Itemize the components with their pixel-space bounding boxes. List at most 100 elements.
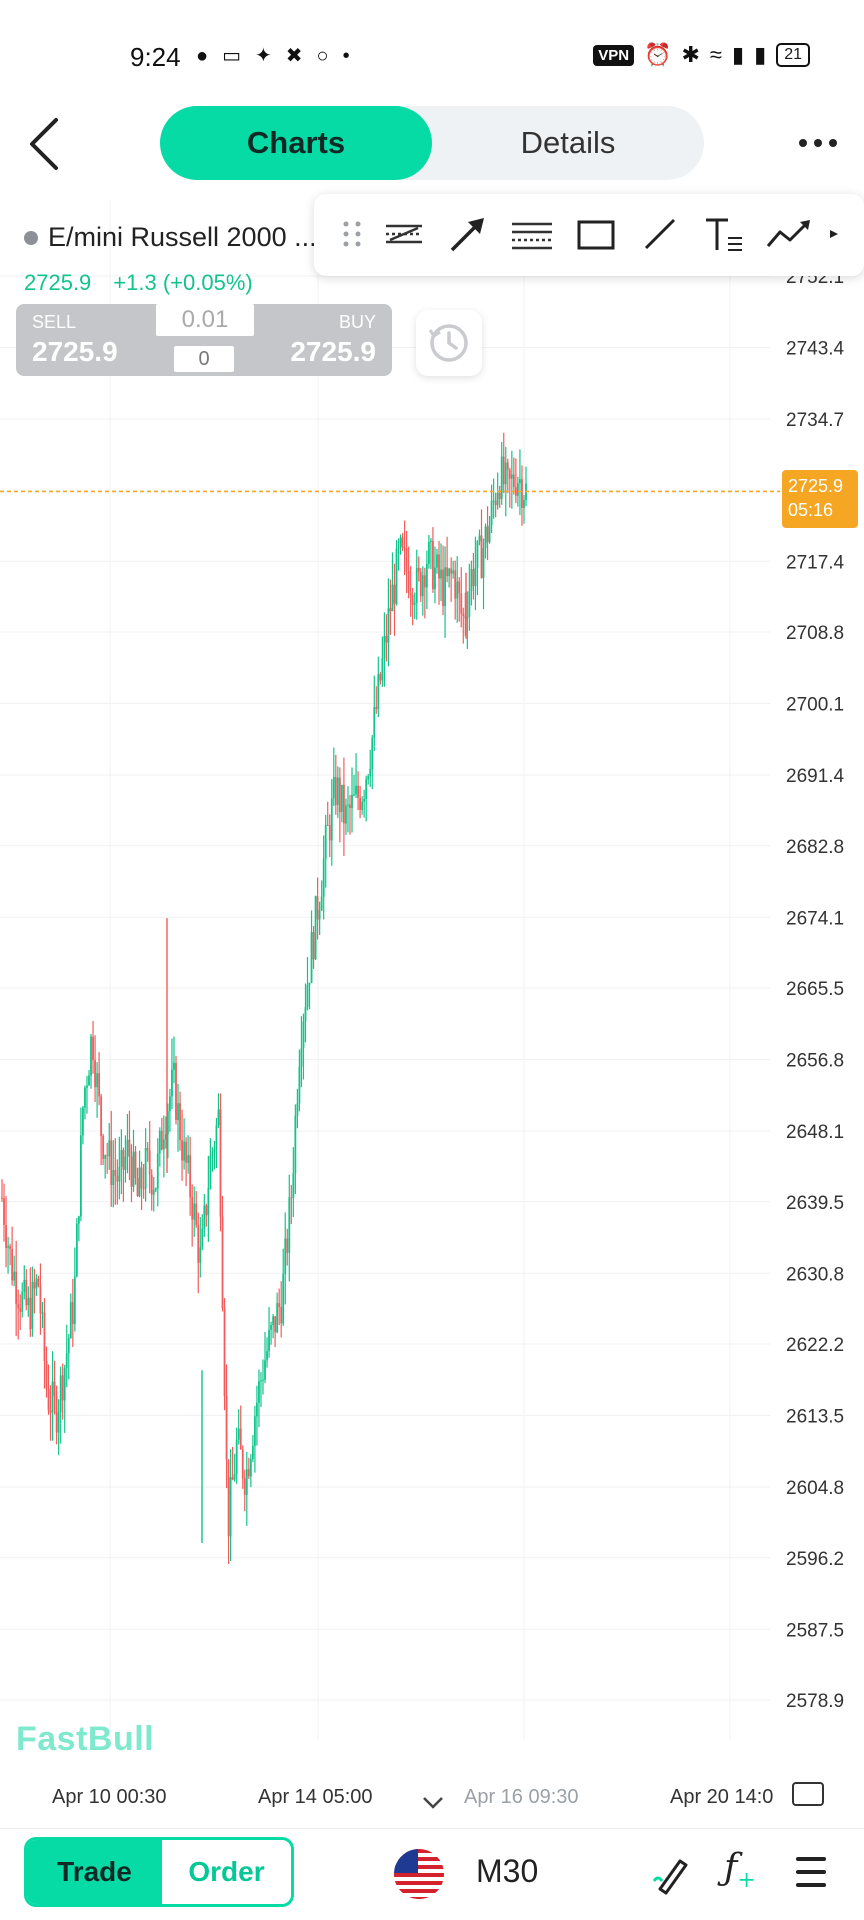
candle-body bbox=[203, 1205, 206, 1229]
candle-body bbox=[25, 1279, 28, 1306]
us-flag-icon bbox=[394, 1849, 444, 1899]
candle-body bbox=[365, 779, 368, 799]
trend-line-icon[interactable] bbox=[636, 210, 684, 258]
tab-charts[interactable]: Charts bbox=[160, 106, 432, 180]
candle-body bbox=[353, 794, 355, 796]
candle-body bbox=[506, 462, 509, 470]
candle-body bbox=[484, 526, 487, 549]
candle-body bbox=[373, 706, 376, 738]
y-tick-label: 2578.9 bbox=[786, 1691, 844, 1712]
y-tick-label: 2691.4 bbox=[786, 766, 845, 787]
candle-body bbox=[351, 794, 353, 808]
candle-body bbox=[316, 896, 319, 920]
timeframe-selector[interactable]: M30 bbox=[476, 1853, 539, 1889]
candle-body bbox=[393, 584, 396, 604]
back-button[interactable] bbox=[22, 114, 82, 174]
candle-body bbox=[19, 1308, 22, 1312]
candle-body bbox=[37, 1278, 40, 1286]
candle-body bbox=[158, 1130, 161, 1154]
candle-body bbox=[247, 1469, 250, 1477]
text-tool-icon[interactable] bbox=[700, 210, 748, 258]
arrow-tool-icon[interactable] bbox=[444, 210, 492, 258]
candle-body bbox=[53, 1381, 56, 1397]
candle-body bbox=[23, 1279, 26, 1292]
candle-body bbox=[253, 1416, 256, 1446]
candle-body bbox=[270, 1325, 272, 1330]
video-icon: ✦ bbox=[255, 45, 272, 67]
candle-body bbox=[474, 567, 477, 587]
tab-details[interactable]: Details bbox=[520, 125, 616, 160]
y-tick-label: 2665.5 bbox=[786, 979, 844, 1000]
candle-body bbox=[498, 492, 501, 499]
candle-body bbox=[417, 567, 420, 572]
chevron-down-icon[interactable] bbox=[420, 1792, 446, 1812]
sell-price[interactable]: 2725.9 bbox=[32, 336, 118, 367]
candle-body bbox=[276, 1303, 279, 1333]
candle-body bbox=[148, 1150, 151, 1175]
y-tick-label: 2613.5 bbox=[786, 1407, 844, 1428]
lot-size-input[interactable]: 0.01 bbox=[156, 304, 254, 336]
candle-body bbox=[258, 1381, 260, 1403]
candle-body bbox=[401, 537, 404, 548]
more-tools-icon[interactable] bbox=[824, 210, 848, 258]
candle-body bbox=[512, 474, 515, 488]
fib-retracement-icon[interactable] bbox=[508, 210, 556, 258]
sell-label[interactable]: SELL bbox=[32, 312, 77, 332]
signal-icon-2: ▮ bbox=[754, 42, 767, 67]
candle-body bbox=[399, 537, 402, 548]
drag-handle-icon[interactable] bbox=[328, 210, 376, 258]
candle-body bbox=[11, 1248, 14, 1281]
candle-body bbox=[326, 824, 329, 826]
candle-body bbox=[375, 706, 378, 709]
candle-body bbox=[440, 569, 442, 579]
candle-body bbox=[39, 1285, 42, 1314]
current-price-tag: 2725.9 05:16 bbox=[782, 470, 858, 528]
candle-body bbox=[61, 1375, 64, 1401]
candle-body bbox=[144, 1147, 147, 1189]
indicators-icon[interactable]: ƒ+ bbox=[724, 1847, 756, 1894]
candle-body bbox=[235, 1439, 238, 1475]
chart-area[interactable]: 2752.1 2743.4 2734.7 2717.4 2708.8 2700.1 2691… bbox=[0, 200, 864, 1760]
time-cycle-button[interactable] bbox=[416, 310, 482, 376]
y-tick-label: 2734.7 bbox=[786, 410, 844, 431]
candle-body bbox=[197, 1224, 200, 1263]
candle-body bbox=[21, 1291, 24, 1312]
candle-body bbox=[17, 1304, 20, 1309]
buy-price[interactable]: 2725.9 bbox=[290, 336, 376, 367]
polyline-tool-icon[interactable] bbox=[764, 210, 812, 258]
x-tick-label: Apr 16 09:30 bbox=[464, 1786, 579, 1808]
candle-body bbox=[195, 1203, 198, 1225]
candle-body bbox=[355, 785, 357, 795]
candle-body bbox=[413, 602, 416, 605]
candle-body bbox=[189, 1155, 192, 1198]
candlestick-chart[interactable]: 2752.12743.42734.72717.42708.82700.12691… bbox=[0, 200, 864, 1760]
candle-body bbox=[302, 1021, 305, 1049]
hamburger-menu-icon[interactable] bbox=[796, 1857, 826, 1887]
menu-line bbox=[796, 1870, 826, 1874]
fullscreen-icon[interactable] bbox=[792, 1782, 824, 1806]
trade-button[interactable]: Trade bbox=[27, 1840, 162, 1904]
candle-body bbox=[106, 1155, 109, 1157]
candle-body bbox=[71, 1302, 74, 1325]
candle-body bbox=[452, 570, 455, 574]
draw-pen-icon[interactable] bbox=[650, 1851, 696, 1897]
candle-body bbox=[47, 1388, 50, 1411]
parallel-channel-icon[interactable] bbox=[380, 210, 428, 258]
candle-body bbox=[154, 1188, 157, 1191]
candle-body bbox=[472, 569, 475, 587]
candle-body bbox=[27, 1297, 30, 1306]
candle-body bbox=[43, 1312, 46, 1361]
order-button[interactable]: Order bbox=[188, 1856, 265, 1887]
candle-body bbox=[409, 592, 412, 595]
buy-label[interactable]: BUY bbox=[338, 312, 376, 332]
candle-body bbox=[482, 548, 485, 578]
candle-body bbox=[94, 1060, 96, 1088]
candle-body bbox=[446, 567, 448, 577]
candle-body bbox=[383, 635, 386, 659]
candle-body bbox=[284, 1238, 287, 1274]
candle-body bbox=[460, 593, 463, 614]
rectangle-tool-icon[interactable] bbox=[572, 210, 620, 258]
more-options-button[interactable] bbox=[788, 126, 848, 160]
chat-icon: ● bbox=[196, 45, 209, 67]
candle-body bbox=[521, 479, 523, 508]
